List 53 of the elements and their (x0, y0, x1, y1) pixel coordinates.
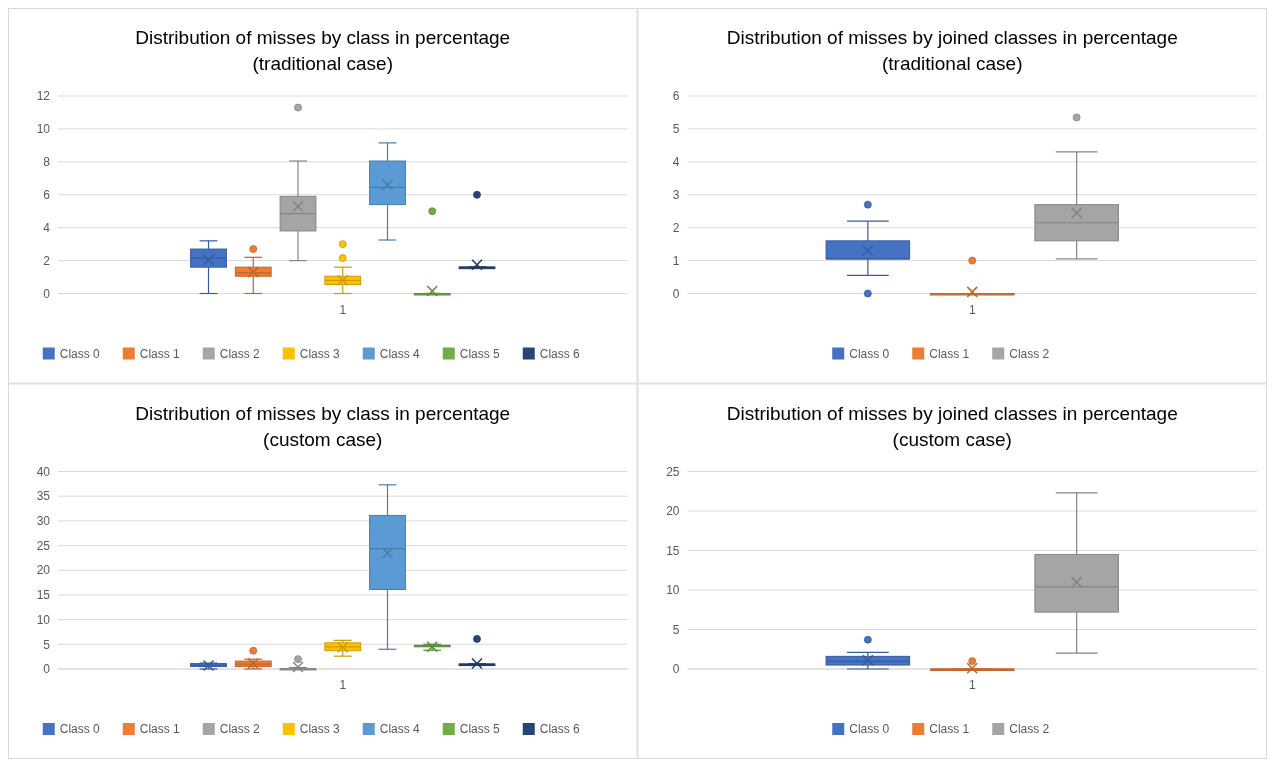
legend-label: Class 1 (139, 346, 181, 361)
y-tick-label: 1 (672, 253, 680, 268)
y-tick-label: 15 (36, 588, 51, 603)
legend-label: Class 4 (379, 722, 421, 737)
y-tick-label: 4 (43, 220, 51, 235)
chart-title: Distribution of misses by class in percentage (custom case) (135, 402, 511, 450)
y-tick-label: 6 (672, 89, 680, 104)
y-tick-label: 2 (672, 220, 680, 235)
chart-title: Distribution of misses by joined classes in percentage (traditional case) (726, 27, 1178, 74)
chart-title: Distribution of misses by class in percentage (traditional case) (135, 27, 511, 74)
legend-label: Class 3 (299, 722, 341, 737)
legend-label: Class 3 (299, 346, 341, 361)
y-tick-label: 10 (666, 583, 680, 598)
y-tick-label: 0 (43, 662, 51, 677)
legend-label: Class 6 (539, 722, 581, 737)
y-tick-label: 5 (672, 622, 680, 637)
legend-label: Class 1 (139, 722, 181, 737)
legend-label: Class 5 (459, 722, 501, 737)
legend-label: Class 2 (1009, 346, 1050, 361)
legend-label: Class 0 (849, 346, 890, 361)
y-tick-label: 35 (36, 489, 51, 504)
y-tick-label: 25 (666, 464, 680, 479)
legend-label: Class 4 (379, 346, 421, 361)
y-tick-label: 40 (36, 464, 51, 479)
legend-label: Class 0 (849, 722, 890, 737)
legend-label: Class 2 (219, 346, 261, 361)
legend-label: Class 6 (539, 346, 581, 361)
y-tick-label: 0 (672, 662, 680, 677)
legend-label: Class 0 (59, 346, 101, 361)
y-tick-label: 25 (36, 538, 51, 553)
y-tick-label: 5 (672, 122, 680, 137)
chart-title: Distribution of misses by joined classes in percentage (custom case) (726, 402, 1178, 450)
y-tick-label: 30 (36, 514, 51, 529)
y-tick-label: 4 (672, 155, 680, 170)
legend-label: Class 2 (219, 722, 261, 737)
y-tick-label: 0 (43, 286, 51, 301)
legend-label: Class 5 (459, 346, 501, 361)
y-tick-label: 8 (43, 155, 51, 170)
y-tick-label: 20 (36, 563, 51, 578)
y-tick-label: 0 (672, 286, 680, 301)
legend-label: Class 0 (59, 722, 101, 737)
legend-label: Class 1 (929, 346, 970, 361)
y-tick-label: 2 (43, 253, 51, 268)
y-tick-label: 12 (36, 89, 51, 104)
y-tick-label: 20 (666, 504, 680, 519)
y-tick-label: 6 (43, 187, 51, 202)
y-tick-label: 10 (36, 612, 51, 627)
y-tick-label: 5 (43, 637, 51, 652)
legend-label: Class 2 (1009, 722, 1050, 737)
legend-label: Class 1 (929, 722, 970, 737)
y-tick-label: 3 (672, 187, 680, 202)
y-tick-label: 10 (36, 122, 51, 137)
y-tick-label: 15 (666, 543, 680, 558)
